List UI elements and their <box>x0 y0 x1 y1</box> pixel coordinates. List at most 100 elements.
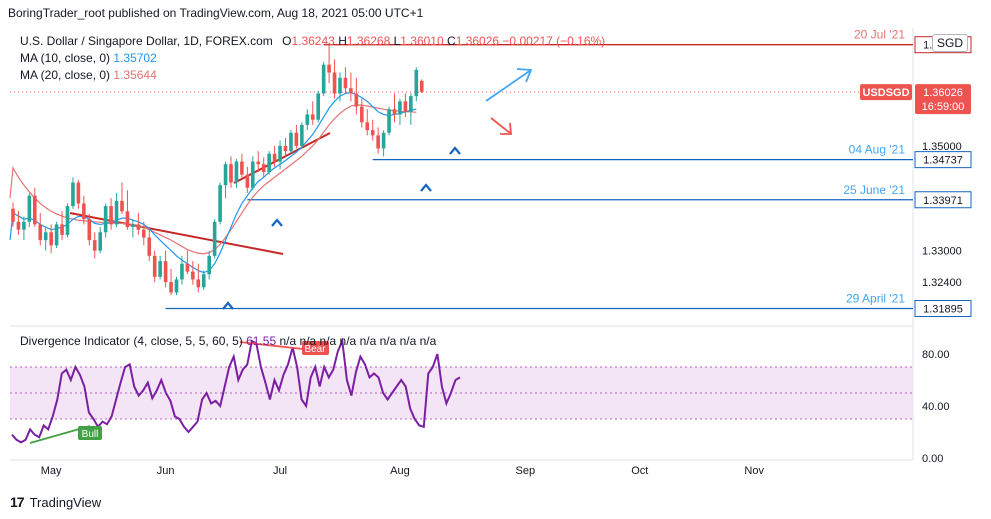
markers <box>222 68 533 310</box>
ma20-line <box>9 104 417 255</box>
time-tick-label: Oct <box>631 465 648 477</box>
candle-body <box>234 161 239 183</box>
legend-symbol: U.S. Dollar / Singapore Dollar, 1D, FORE… <box>20 34 273 48</box>
candle-body <box>76 182 81 204</box>
candle-body <box>92 240 97 251</box>
candle-body <box>376 135 380 149</box>
time-tick-label: Jun <box>157 465 175 477</box>
candle-body <box>409 96 413 112</box>
candle-body <box>261 164 266 173</box>
candle-body <box>218 185 222 222</box>
current-price: 1.36026 <box>923 87 963 99</box>
candle-body <box>289 132 293 152</box>
candle-body <box>158 261 162 277</box>
footer: 17 TradingView <box>10 494 101 510</box>
candle-body <box>27 195 32 222</box>
candle-body <box>365 122 370 131</box>
bull-badge <box>78 426 102 440</box>
legend-ma20: MA (20, close, 0) 1.35644 <box>20 68 157 82</box>
legend-ma10: MA (10, close, 0) 1.35702 <box>20 51 157 65</box>
price-tick-label: 1.32400 <box>922 277 962 289</box>
time-tick-label: Sep <box>516 465 536 477</box>
symbol-tag <box>860 84 912 101</box>
candle-body <box>207 255 211 275</box>
candle-body <box>310 114 315 120</box>
candle-body <box>370 130 375 136</box>
candle-body <box>251 161 255 188</box>
chevron-up-icon <box>449 146 461 155</box>
candle-body <box>185 263 190 272</box>
indicator-tick-label: 80.00 <box>922 349 950 361</box>
candle-body <box>300 124 304 146</box>
candle-body <box>174 279 179 293</box>
candle-body <box>229 164 233 183</box>
candle-body <box>114 200 119 225</box>
ascending-trendline <box>233 132 331 184</box>
candle-body <box>223 164 228 186</box>
candle-body <box>33 195 37 225</box>
bar-countdown: 16:59:00 <box>922 101 965 113</box>
price-tick-label: 1.33000 <box>922 246 962 258</box>
current-price-tag <box>915 84 971 115</box>
candle-body <box>152 255 157 277</box>
candle-body <box>338 77 342 94</box>
candle-body <box>49 232 53 246</box>
candle-body <box>201 274 206 288</box>
currency-button[interactable]: SGD <box>932 34 969 52</box>
candle-body <box>278 145 282 162</box>
candle-body <box>381 132 386 149</box>
candle-body <box>11 208 15 222</box>
indicator-legend: Divergence Indicator (4, close, 5, 5, 60… <box>20 334 437 348</box>
level-price-tag <box>914 151 972 169</box>
candle-body <box>419 80 424 92</box>
candle-body <box>71 182 75 207</box>
candle-body <box>327 64 331 73</box>
candle-body <box>403 101 408 112</box>
candle-body <box>136 224 141 230</box>
bear-badge <box>302 341 329 355</box>
legend-ohlc: O1.36243 H1.36268 L1.36010 C1.36026 −0.0… <box>282 34 606 48</box>
divergence-series <box>11 337 461 444</box>
level-price: 1.33971 <box>923 195 963 207</box>
candle-body <box>60 224 64 235</box>
ma10-line <box>9 91 417 274</box>
candle-body <box>82 203 86 220</box>
candle-body <box>131 224 135 228</box>
indicator-tick-label: 40.00 <box>922 401 950 413</box>
candle-body <box>120 200 124 212</box>
price-tick-label: 1.35000 <box>922 141 962 153</box>
candle-body <box>240 161 244 175</box>
candle-body <box>147 237 152 256</box>
legend-symbol-line: U.S. Dollar / Singapore Dollar, 1D, FORE… <box>20 34 605 48</box>
bull-label: Bull <box>82 429 99 440</box>
level-price-tag <box>914 191 972 209</box>
candle-body <box>109 206 113 225</box>
arrow-down-right-icon <box>500 122 512 135</box>
arrow-up-right-icon <box>516 68 533 83</box>
candle-body <box>349 88 353 94</box>
candle-body <box>98 232 102 251</box>
candle-body <box>16 221 21 230</box>
axes: 1.35000 1.33000 1.32400 80.00 40.00 0.00 May Ju… <box>41 141 962 477</box>
ma20-series <box>9 104 417 255</box>
chevron-up-icon <box>420 183 432 192</box>
candle-body <box>180 263 184 280</box>
candle-body <box>272 153 277 162</box>
candle-body <box>163 261 168 283</box>
divergence-line <box>11 337 461 444</box>
target-arrow-line <box>485 69 532 102</box>
level-label: 04 Aug '21 <box>849 143 906 157</box>
bear-divergence-line <box>239 341 313 351</box>
candle-body <box>283 145 288 152</box>
candle-body <box>65 206 70 235</box>
candle-body <box>54 224 59 246</box>
tradingview-logo-icon: 17 <box>10 494 25 510</box>
candle-body <box>414 69 419 97</box>
candle-body <box>22 221 26 230</box>
candle-body <box>354 93 359 107</box>
footer-brand: TradingView <box>29 494 102 510</box>
candle-body <box>343 77 348 89</box>
chevron-up-icon <box>222 301 234 310</box>
time-tick-label: May <box>41 465 62 477</box>
candle-body <box>321 64 326 94</box>
